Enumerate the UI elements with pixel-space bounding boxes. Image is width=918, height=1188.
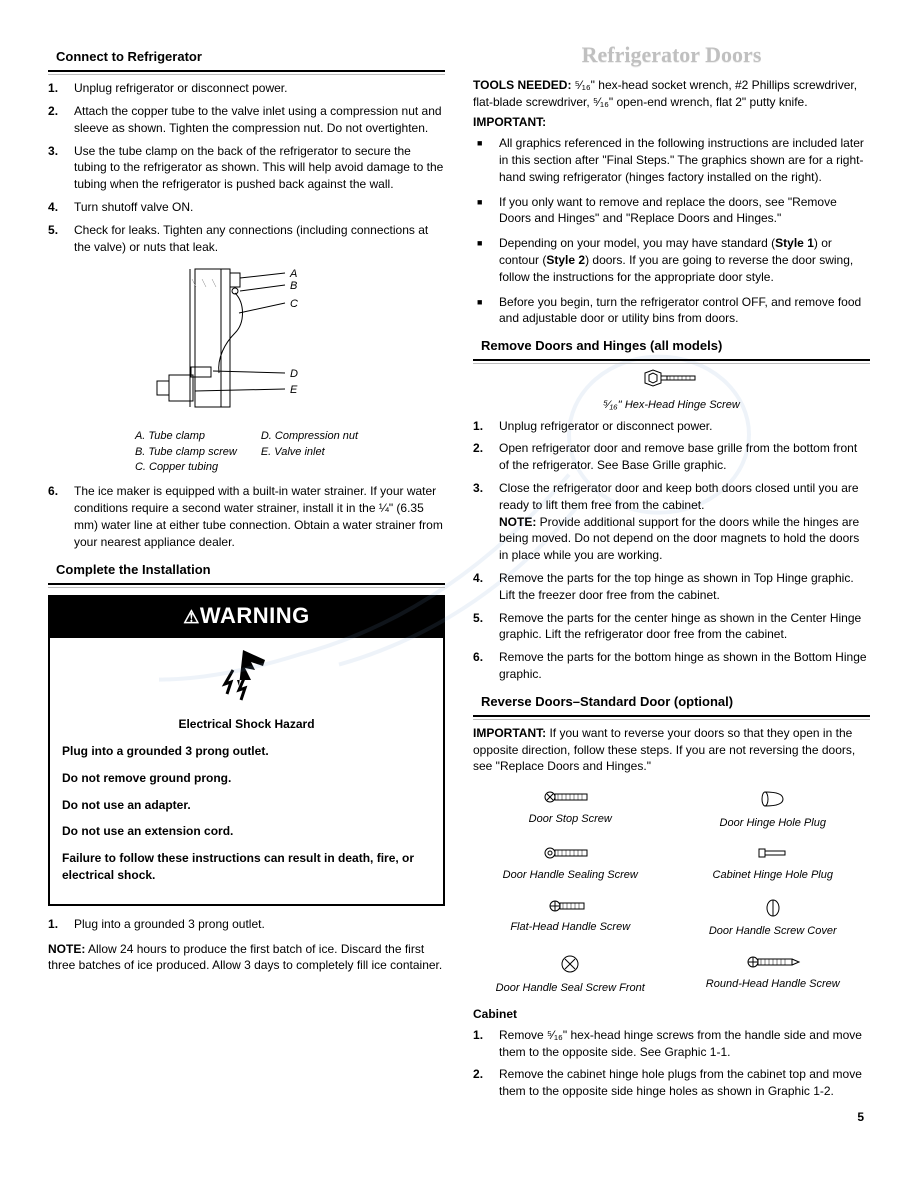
screw-caption: Cabinet Hinge Hole Plug xyxy=(676,868,871,883)
screw-item: Cabinet Hinge Hole Plug xyxy=(676,845,871,883)
screw-caption: Flat-Head Handle Screw xyxy=(473,920,668,935)
tube-clamp-figure: A B C D E xyxy=(48,263,445,475)
screw-caption: Door Handle Screw Cover xyxy=(676,924,871,939)
warning-header: ⚠WARNING xyxy=(50,597,443,638)
hex-caption: ⁵⁄₁₆'' Hex-Head Hinge Screw xyxy=(473,398,870,413)
svg-text:C: C xyxy=(290,298,298,310)
legend-item: D. Compression nut xyxy=(261,429,358,444)
bullet: If you only want to remove and replace t… xyxy=(473,194,870,228)
svg-text:E: E xyxy=(290,384,298,396)
left-column: Connect to Refrigerator Unplug refrigera… xyxy=(48,40,445,1108)
screw-item: Door Handle Sealing Screw xyxy=(473,845,668,883)
step: Remove ⁵⁄₁₆" hex-head hinge screws from … xyxy=(473,1027,870,1061)
tools-needed: TOOLS NEEDED: ⁵⁄₁₆" hex-head socket wren… xyxy=(473,77,870,111)
screw-caption: Door Handle Sealing Screw xyxy=(473,868,668,883)
bullet: All graphics referenced in the following… xyxy=(473,135,870,185)
screw-item: Door Handle Screw Cover xyxy=(676,898,871,940)
hazard-text: Electrical Shock Hazard xyxy=(62,716,431,733)
step: The ice maker is equipped with a built-i… xyxy=(48,483,445,550)
screw-caption: Door Handle Seal Screw Front xyxy=(473,981,668,996)
important-label: IMPORTANT: xyxy=(473,114,870,131)
step: Remove the parts for the bottom hinge as… xyxy=(473,649,870,683)
cabinet-heading: Cabinet xyxy=(473,1006,870,1023)
svg-text:B: B xyxy=(290,280,297,292)
shock-icon xyxy=(215,646,279,706)
step: Close the refrigerator door and keep bot… xyxy=(473,480,870,564)
connect-steps-cont: The ice maker is equipped with a built-i… xyxy=(48,483,445,550)
screw-caption: Door Stop Screw xyxy=(473,812,668,827)
warn-line: Do not remove ground prong. xyxy=(62,770,431,787)
screw-caption: Round-Head Handle Screw xyxy=(676,977,871,992)
heading-remove: Remove Doors and Hinges (all models) xyxy=(473,335,870,361)
step: Use the tube clamp on the back of the re… xyxy=(48,143,445,193)
screw-grid: Door Stop Screw Door Hinge Hole Plug Doo… xyxy=(473,785,870,996)
legend-item: C. Copper tubing xyxy=(135,460,237,475)
step: Unplug refrigerator or disconnect power. xyxy=(473,418,870,435)
warning-box: ⚠WARNING Electrical Shock Hazard Plug in… xyxy=(48,595,445,906)
note-text: Allow 24 hours to produce the first batc… xyxy=(48,942,442,973)
screw-item: Round-Head Handle Screw xyxy=(676,954,871,996)
step: Check for leaks. Tighten any connections… xyxy=(48,222,445,256)
legend-item: E. Valve inlet xyxy=(261,445,358,460)
remove-steps: Unplug refrigerator or disconnect power.… xyxy=(473,418,870,683)
svg-text:D: D xyxy=(290,368,298,380)
step: Unplug refrigerator or disconnect power. xyxy=(48,80,445,97)
screw-item: Door Stop Screw xyxy=(473,789,668,831)
warn-line: Failure to follow these instructions can… xyxy=(62,850,431,884)
connect-steps: Unplug refrigerator or disconnect power.… xyxy=(48,80,445,255)
warning-label: WARNING xyxy=(200,603,310,628)
warn-line: Plug into a grounded 3 prong outlet. xyxy=(62,743,431,760)
legend-item: B. Tube clamp screw xyxy=(135,445,237,460)
figure-legend: A. Tube clamp B. Tube clamp screw C. Cop… xyxy=(48,429,445,475)
step: Remove the parts for the top hinge as sh… xyxy=(473,570,870,604)
step: Remove the parts for the center hinge as… xyxy=(473,610,870,644)
heading-complete: Complete the Installation xyxy=(48,559,445,585)
legend-item: A. Tube clamp xyxy=(135,429,237,444)
screw-item: Door Hinge Hole Plug xyxy=(676,789,871,831)
right-column: Refrigerator Doors TOOLS NEEDED: ⁵⁄₁₆" h… xyxy=(473,40,870,1108)
section-title: Refrigerator Doors xyxy=(473,40,870,71)
after-warning-steps: Plug into a grounded 3 prong outlet. xyxy=(48,916,445,933)
warn-line: Do not use an adapter. xyxy=(62,797,431,814)
step-text: Close the refrigerator door and keep bot… xyxy=(499,481,859,512)
screw-item: Flat-Head Handle Screw xyxy=(473,898,668,940)
warn-line: Do not use an extension cord. xyxy=(62,823,431,840)
step: Attach the copper tube to the valve inle… xyxy=(48,103,445,137)
screw-item: Door Handle Seal Screw Front xyxy=(473,954,668,996)
step: Remove the cabinet hinge hole plugs from… xyxy=(473,1066,870,1100)
important-bullets: All graphics referenced in the following… xyxy=(473,135,870,327)
bullet: Before you begin, turn the refrigerator … xyxy=(473,294,870,328)
ice-note: NOTE: Allow 24 hours to produce the firs… xyxy=(48,941,445,975)
reverse-intro: IMPORTANT: If you want to reverse your d… xyxy=(473,725,870,775)
step: Open refrigerator door and remove base g… xyxy=(473,440,870,474)
remove-note: NOTE: Provide additional support for the… xyxy=(499,515,859,563)
hex-screw-figure: ⁵⁄₁₆'' Hex-Head Hinge Screw xyxy=(473,369,870,413)
svg-text:A: A xyxy=(289,268,297,280)
heading-connect: Connect to Refrigerator xyxy=(48,46,445,72)
screw-caption: Door Hinge Hole Plug xyxy=(676,816,871,831)
page-number: 5 xyxy=(857,1109,864,1126)
bullet: Depending on your model, you may have st… xyxy=(473,235,870,285)
step: Turn shutoff valve ON. xyxy=(48,199,445,216)
cabinet-steps: Remove ⁵⁄₁₆" hex-head hinge screws from … xyxy=(473,1027,870,1100)
step: Plug into a grounded 3 prong outlet. xyxy=(48,916,445,933)
heading-reverse: Reverse Doors–Standard Door (optional) xyxy=(473,691,870,717)
